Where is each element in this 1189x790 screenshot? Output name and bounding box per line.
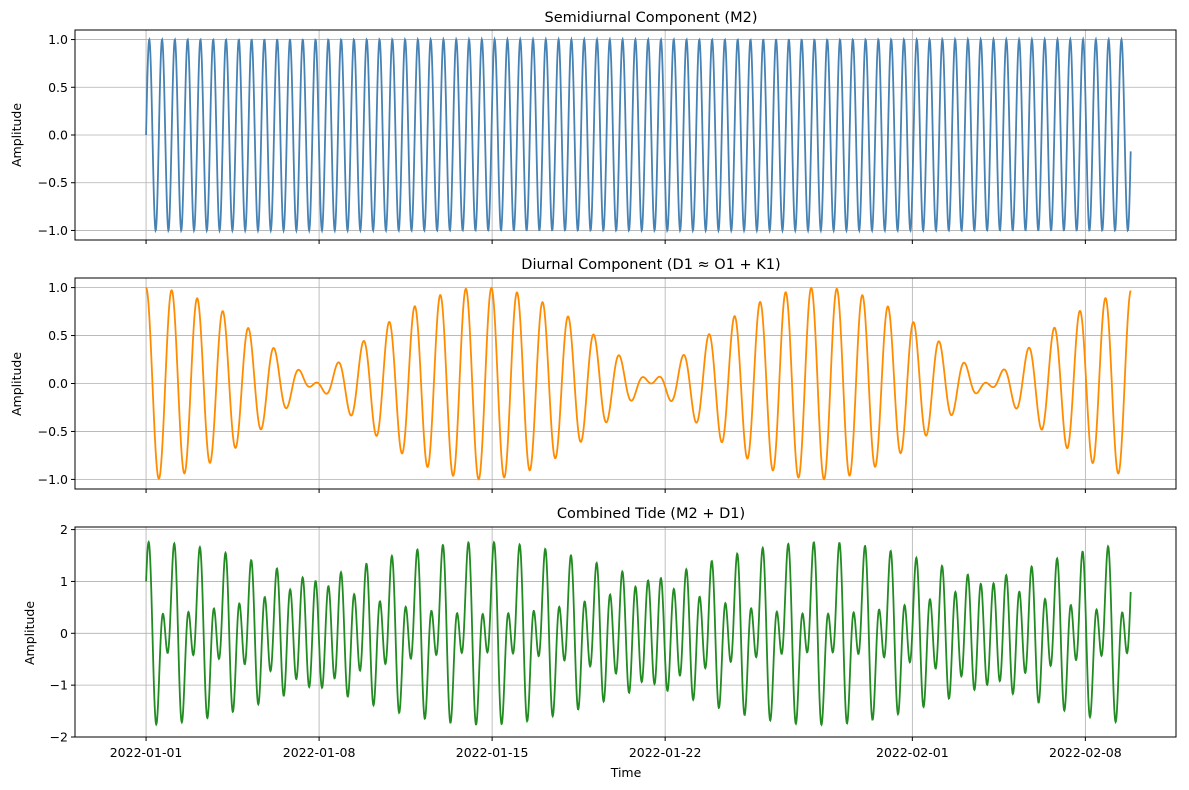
chart-title: Semidiurnal Component (M2) bbox=[545, 10, 758, 26]
y-tick-label: 0.0 bbox=[48, 376, 68, 391]
x-ticks: 2022-01-01 2022-01-08 2022-01-15 2022-01-22… bbox=[110, 737, 1122, 760]
x-ticks bbox=[145, 489, 1086, 493]
y-ticks: 1.0 0.5 0.0 −0.5 −1.0 bbox=[38, 280, 75, 487]
chart-title: Diurnal Component (D1 ≈ O1 + K1) bbox=[521, 257, 780, 273]
y-tick-label: −1 bbox=[50, 678, 68, 693]
y-tick-label: 0.0 bbox=[48, 128, 68, 143]
x-tick-label: 2022-02-08 bbox=[1049, 745, 1122, 760]
y-tick-label: 1.0 bbox=[48, 280, 68, 295]
y-tick-label: −2 bbox=[50, 730, 68, 745]
y-tick-label: −1.0 bbox=[38, 472, 68, 487]
plot-frame bbox=[74, 29, 1177, 241]
y-tick-label: −0.5 bbox=[38, 424, 68, 439]
y-tick-label: 0.5 bbox=[48, 80, 68, 95]
y-ticks: 1.0 0.5 0.0 −0.5 −1.0 bbox=[38, 32, 75, 238]
y-tick-label: 2 bbox=[60, 522, 68, 537]
x-tick-label: 2022-01-01 bbox=[110, 745, 183, 760]
x-tick-label: 2022-01-15 bbox=[456, 745, 529, 760]
x-tick-label: 2022-01-22 bbox=[629, 745, 702, 760]
y-axis-label: Amplitude bbox=[9, 103, 24, 167]
panel-diurnal: Diurnal Component (D1 ≈ O1 + K1) Amplitu… bbox=[9, 257, 1177, 493]
panel-semidiurnal: Semidiurnal Component (M2) Amplitude 1.0… bbox=[9, 10, 1177, 244]
y-axis-label: Amplitude bbox=[9, 352, 24, 416]
y-axis-label: Amplitude bbox=[22, 601, 37, 665]
y-tick-label: −0.5 bbox=[38, 175, 68, 190]
y-tick-label: 0 bbox=[60, 626, 68, 641]
chart-title: Combined Tide (M2 + D1) bbox=[557, 506, 745, 522]
series-line bbox=[145, 539, 1132, 727]
x-tick-label: 2022-01-08 bbox=[283, 745, 356, 760]
y-tick-label: 0.5 bbox=[48, 328, 68, 343]
series-line bbox=[145, 286, 1132, 481]
y-ticks: 2 1 0 −1 −2 bbox=[50, 522, 75, 745]
y-tick-label: 1.0 bbox=[48, 32, 68, 47]
y-tick-label: 1 bbox=[60, 574, 68, 589]
series-line bbox=[145, 36, 1132, 234]
panel-combined: Combined Tide (M2 + D1) Amplitude 2 1 0 −1 −… bbox=[22, 506, 1177, 780]
y-tick-label: −1.0 bbox=[38, 223, 68, 238]
plot-frame bbox=[74, 277, 1177, 490]
x-axis-label: Time bbox=[610, 765, 642, 780]
x-tick-label: 2022-02-01 bbox=[876, 745, 949, 760]
x-ticks bbox=[145, 240, 1086, 244]
plot-frame bbox=[74, 526, 1177, 738]
